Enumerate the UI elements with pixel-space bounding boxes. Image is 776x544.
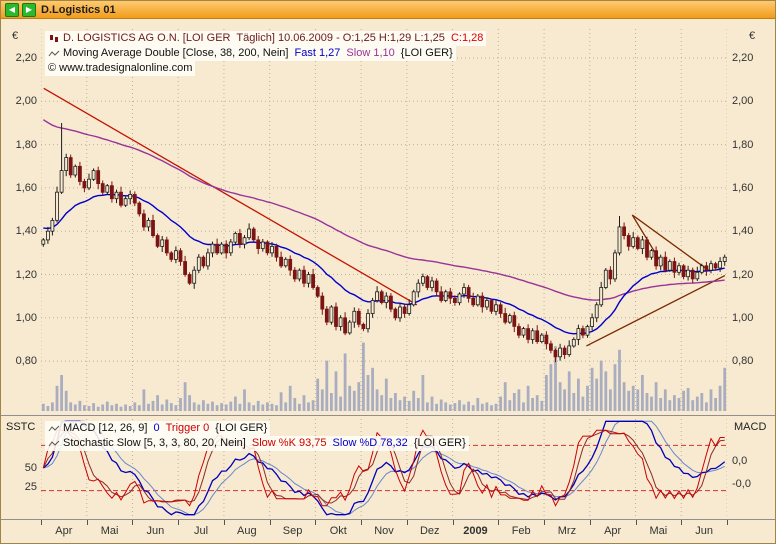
indicator-tick-right: -0,0 xyxy=(732,478,751,490)
axis-tick xyxy=(41,520,42,525)
price-tick-right: 2,00 xyxy=(732,95,754,108)
legend-line: Moving Average Double [Close, 38, 200, N… xyxy=(45,46,456,61)
legend-text: Slow %D 78,32 xyxy=(332,437,411,449)
axis-tick xyxy=(498,520,500,525)
legend-text: {LOI GER} xyxy=(215,422,268,434)
month-label: Sep xyxy=(282,525,303,537)
price-tick-left: 1,40 xyxy=(15,225,37,238)
currency-label-right: € xyxy=(749,30,756,42)
price-tick-left: 1,80 xyxy=(15,138,37,151)
legend-text: Stochastic Slow [5, 3, 3, 80, 20, Nein] xyxy=(63,437,249,449)
price-tick-left: 0,80 xyxy=(15,355,37,368)
axis-tick xyxy=(178,520,180,525)
legend-text: MACD [12, 26, 9] xyxy=(63,422,151,434)
price-tick-right: 2,20 xyxy=(732,52,754,64)
legend-text: Trigger 0 xyxy=(165,422,213,434)
legend-text: 0 xyxy=(153,422,163,434)
legend-text: Moving Average Double [Close, 38, 200, N… xyxy=(63,47,292,59)
price-tick-right: 1,20 xyxy=(732,268,754,281)
window-titlebar: ◀ ▶ D.Logistics 01 xyxy=(1,1,775,19)
price-tick-right: 1,80 xyxy=(732,138,754,151)
axis-tick xyxy=(406,520,408,525)
legend-line: MACD [12, 26, 9] 0 Trigger 0 {LOI GER} xyxy=(45,421,271,436)
line-series-icon xyxy=(48,50,60,56)
price-tick-left: 1,20 xyxy=(15,268,37,281)
axis-tick xyxy=(223,520,225,525)
nav-back-icon[interactable]: ◀ xyxy=(5,2,19,17)
legend-text: {LOI GER} xyxy=(400,47,453,59)
price-tick-left: 2,20 xyxy=(15,52,37,64)
legend-line: D. LOGISTICS AG O.N. [LOI GER Täglich] 1… xyxy=(45,31,487,46)
main-chart-legend: D. LOGISTICS AG O.N. [LOI GER Täglich] 1… xyxy=(45,31,487,76)
nav-forward-icon[interactable]: ▶ xyxy=(22,2,36,17)
axis-tick xyxy=(544,520,546,525)
axis-tick xyxy=(452,520,454,525)
legend-text: {LOI GER} xyxy=(413,437,466,449)
indicator-left-title: SSTC xyxy=(6,421,36,433)
month-label: Feb xyxy=(511,525,531,537)
line-series-icon xyxy=(48,425,60,431)
legend-text: Fast 1,27 xyxy=(294,47,344,59)
price-tick-right: 1,00 xyxy=(732,311,754,324)
month-label: Apr xyxy=(55,525,73,537)
price-tick-left: 2,00 xyxy=(15,95,37,108)
x-axis-line xyxy=(1,519,775,520)
trendlines xyxy=(43,87,726,347)
axis-tick xyxy=(315,520,317,525)
legend-text: © www.tradesignalonline.com xyxy=(48,62,193,74)
candles xyxy=(41,123,727,363)
axis-tick xyxy=(727,520,728,525)
month-label: Mrz xyxy=(557,525,577,537)
axis-tick xyxy=(635,520,637,525)
axis-tick xyxy=(132,520,134,525)
month-label: Dez xyxy=(419,525,440,537)
currency-label-left: € xyxy=(12,30,19,42)
month-label: Nov xyxy=(374,525,394,537)
axis-tick xyxy=(361,520,363,525)
month-label: Apr xyxy=(604,525,622,537)
price-tick-right: 0,80 xyxy=(732,355,754,368)
month-label: Aug xyxy=(237,525,257,537)
indicator-legend: MACD [12, 26, 9] 0 Trigger 0 {LOI GER} St… xyxy=(45,421,469,451)
moving-averages xyxy=(42,119,725,335)
axis-tick xyxy=(589,520,591,525)
price-tick-left: 1,60 xyxy=(15,181,37,194)
indicator-tick-left: 50 xyxy=(24,462,37,474)
panel-divider xyxy=(1,415,775,416)
axis-tick xyxy=(269,520,271,525)
month-label: Jul xyxy=(194,525,209,537)
month-label: Jun xyxy=(695,525,713,537)
price-tick-left: 1,00 xyxy=(15,311,37,324)
price-chart[interactable] xyxy=(41,29,727,413)
indicator-tick-right: 0,0 xyxy=(732,455,748,467)
price-tick-right: 1,60 xyxy=(732,181,754,194)
month-label: 2009 xyxy=(463,525,488,537)
indicator-right-title: MACD xyxy=(734,421,767,433)
legend-text: C:1,28 xyxy=(450,32,484,44)
legend-text: D. LOGISTICS AG O.N. [LOI GER Täglich] 1… xyxy=(63,32,448,44)
window-title: D.Logistics 01 xyxy=(41,3,116,16)
month-label: Jun xyxy=(146,525,165,537)
indicator-tick-left: 25 xyxy=(24,480,37,493)
volume-bars xyxy=(41,342,727,411)
legend-line: © www.tradesignalonline.com xyxy=(45,61,196,76)
price-tick-right: 1,40 xyxy=(732,225,754,238)
legend-text: Slow 1,10 xyxy=(346,47,398,59)
month-label: Mai xyxy=(100,525,119,537)
legend-text: Slow %K 93,75 xyxy=(251,437,330,449)
month-label: Okt xyxy=(329,525,347,537)
legend-line: Stochastic Slow [5, 3, 3, 80, 20, Nein] … xyxy=(45,436,469,451)
candle-series-icon xyxy=(50,34,58,42)
axis-tick xyxy=(86,520,88,525)
month-label: Mai xyxy=(649,525,668,537)
axis-tick xyxy=(681,520,683,525)
line-series-icon xyxy=(48,440,60,446)
